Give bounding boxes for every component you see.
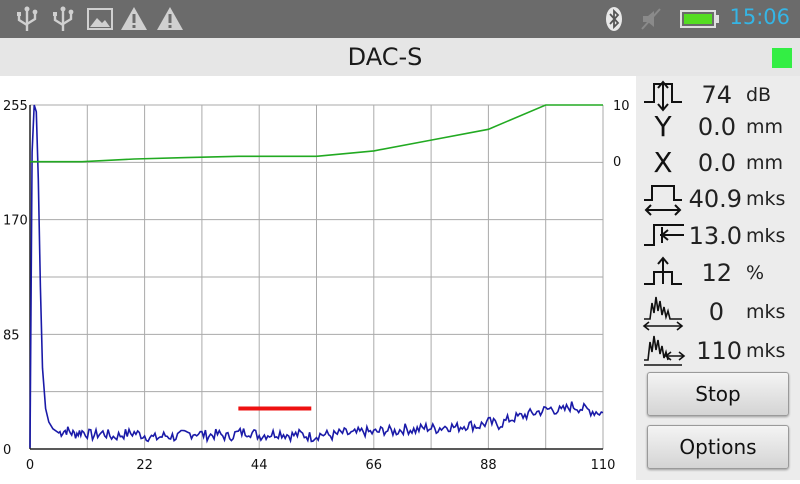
sweep-icon (644, 335, 686, 366)
battery-icon (680, 10, 719, 28)
delay-value: 0 (708, 298, 724, 326)
x-coordinate-icon: X (653, 146, 673, 179)
clock: 15:06 (729, 5, 790, 29)
image-icon (87, 8, 113, 30)
status-bar: 15:06 (0, 0, 800, 38)
delay-unit: mks (746, 301, 786, 323)
x-coordinate-row[interactable]: X 0.0 mm (636, 144, 800, 182)
delay-row[interactable]: 0 mks (636, 293, 800, 331)
x-tick-label: 66 (366, 458, 383, 473)
gate-level-unit: % (746, 262, 765, 284)
y-tick-label: 85 (3, 328, 20, 343)
gate-level-icon (644, 256, 682, 285)
gate-start-value: 13.0 (688, 222, 742, 250)
status-indicator (772, 48, 792, 68)
gate-width-icon (644, 185, 682, 216)
y-coordinate-unit: mm (746, 116, 784, 138)
x-tick-label: 44 (251, 458, 268, 473)
gain-value: 74 (701, 81, 732, 109)
parameter-panel: 74 dB Y 0.0 mm X 0.0 mm 40.9 mks 13.0 mk… (636, 76, 800, 480)
page-title: DAC-S (347, 43, 423, 71)
y-tick-label: 170 (3, 214, 28, 229)
bluetooth-icon (606, 7, 622, 31)
gate-level-value: 12 (701, 259, 732, 287)
x-tick-label: 22 (136, 458, 153, 473)
gain-row[interactable]: 74 dB (636, 76, 800, 114)
delay-icon (642, 296, 684, 331)
warning-icon (121, 7, 147, 30)
gate-width-unit: mks (746, 188, 786, 210)
gate-start-icon (644, 224, 684, 246)
title-bar: DAC-S (0, 38, 800, 76)
usb-icon (17, 6, 38, 31)
y-coordinate-value: 0.0 (697, 113, 736, 141)
x-coordinate-unit: mm (746, 152, 784, 174)
a-scan-chart: 0 22 44 66 88 110 255 170 85 0 10 0 (3, 99, 630, 473)
y-tick-label: 0 (3, 443, 11, 458)
dac-curve-line (30, 104, 603, 163)
x-coordinate-value: 0.0 (697, 149, 736, 177)
mute-icon (641, 8, 661, 30)
y-right-tick-label: 10 (613, 99, 630, 114)
sweep-unit: mks (746, 340, 786, 362)
gate-width-value: 40.9 (688, 185, 742, 213)
x-tick-label: 0 (26, 458, 34, 473)
options-button[interactable]: Options (647, 425, 789, 469)
sweep-row[interactable]: 110 mks (636, 332, 800, 370)
x-tick-label: 88 (480, 458, 497, 473)
y-coordinate-icon: Y (654, 110, 672, 143)
gate-start-row[interactable]: 13.0 mks (636, 217, 800, 255)
x-tick-label: 110 (591, 458, 616, 473)
y-right-tick-label: 0 (613, 155, 621, 170)
a-scan-signal-line (29, 104, 604, 448)
y-tick-label: 255 (3, 99, 28, 114)
warning-icon (157, 7, 183, 30)
gate-width-row[interactable]: 40.9 mks (636, 180, 800, 218)
gain-unit: dB (746, 84, 772, 106)
y-coordinate-row[interactable]: Y 0.0 mm (636, 108, 800, 146)
a-scan-plot: 0 22 44 66 88 110 255 170 85 0 10 0 (0, 76, 636, 480)
usb-icon (53, 6, 74, 31)
gate-level-row[interactable]: 12 % (636, 254, 800, 292)
sweep-value: 110 (696, 337, 742, 365)
gain-icon (644, 80, 682, 112)
stop-button[interactable]: Stop (647, 372, 789, 416)
gate-start-unit: mks (746, 225, 786, 247)
